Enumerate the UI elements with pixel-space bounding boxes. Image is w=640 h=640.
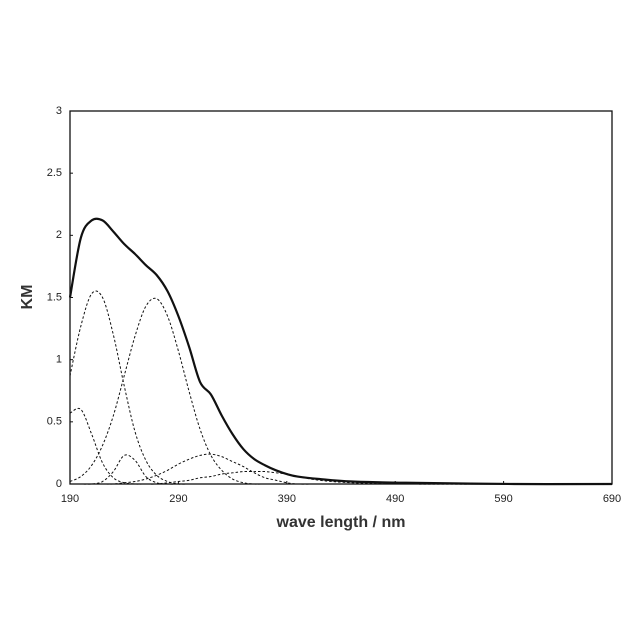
y-tick-label: 0 (56, 478, 62, 490)
y-tick-label: 1.5 (47, 291, 62, 303)
component-line (70, 408, 612, 484)
x-tick-label: 490 (386, 493, 404, 505)
y-axis-title: KM (19, 285, 36, 310)
y-tick-label: 0.5 (47, 416, 62, 428)
x-tick-label: 390 (278, 493, 296, 505)
chart: wave length / nm KM 0 0.5 1 1.5 2 2.5 3 190 290 3… (0, 0, 640, 640)
y-tick-label: 2.5 (47, 167, 62, 179)
x-axis-title: wave length / nm (276, 514, 406, 531)
y-tick-label: 2 (56, 229, 62, 241)
total-line (70, 219, 612, 484)
x-tick-label: 690 (603, 493, 621, 505)
component-line (70, 298, 612, 484)
x-tick-label: 590 (494, 493, 512, 505)
plot-frame (70, 111, 612, 484)
y-tick-label: 3 (56, 105, 62, 117)
y-tick-label: 1 (56, 354, 62, 366)
x-tick-label: 190 (61, 493, 79, 505)
x-tick-label: 290 (169, 493, 187, 505)
page: wave length / nm KM 0 0.5 1 1.5 2 2.5 3 190 290 3… (0, 0, 640, 640)
component-line (70, 291, 612, 484)
